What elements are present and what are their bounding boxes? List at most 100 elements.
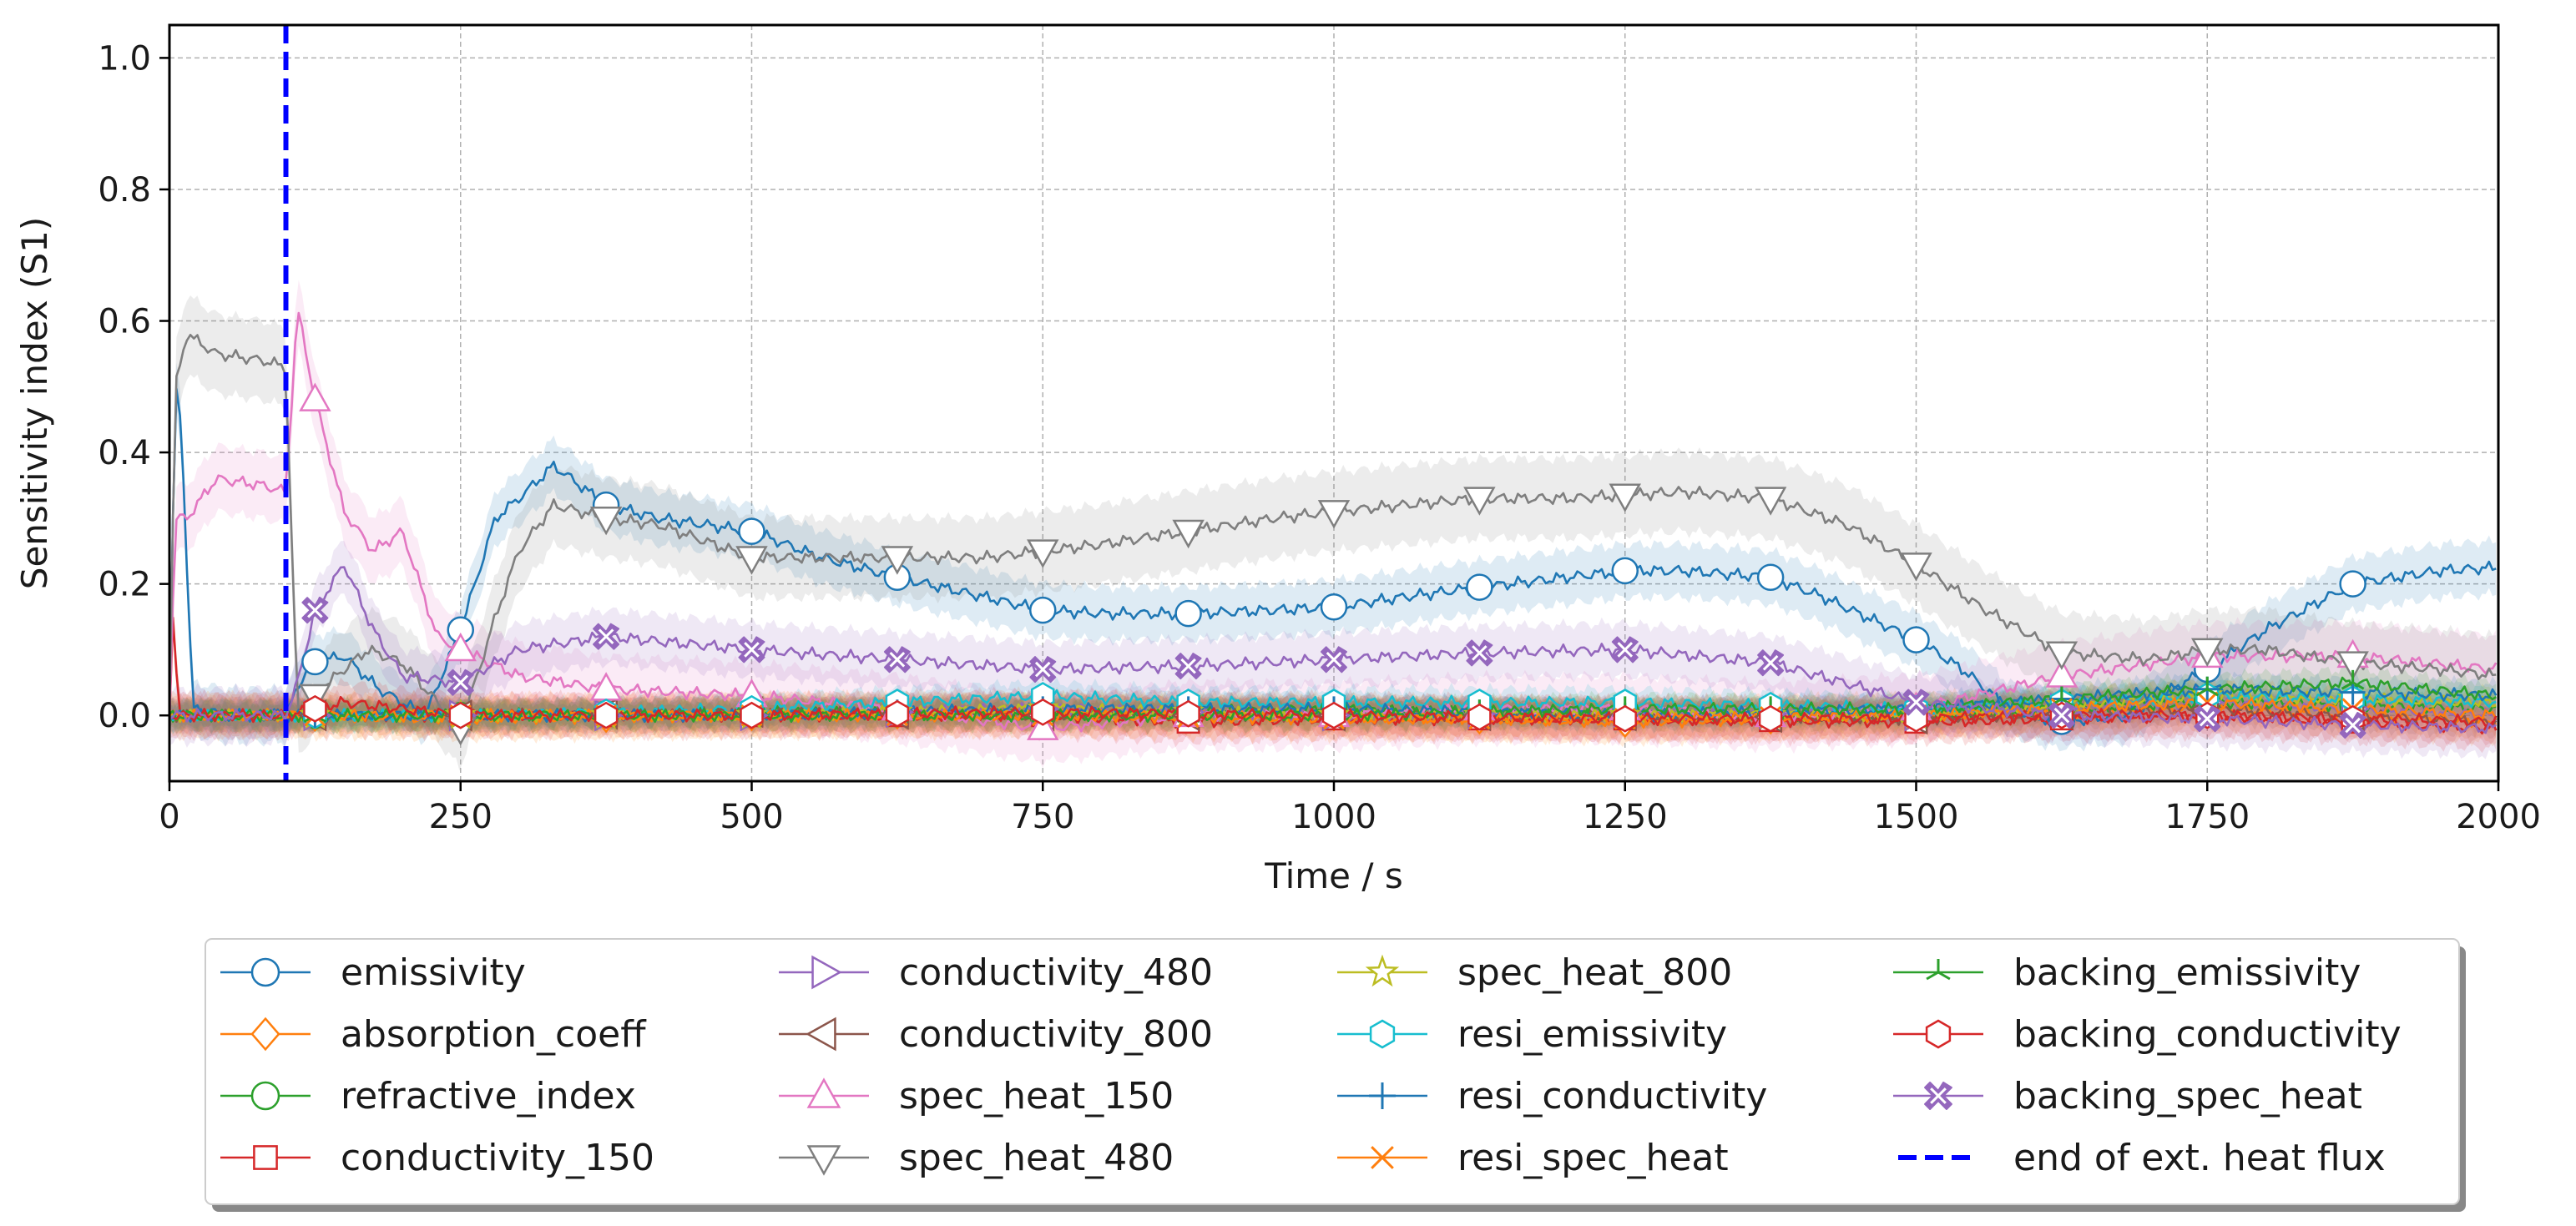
marker-emissivity xyxy=(1902,626,1930,653)
y-tick-label: 0.6 xyxy=(98,303,151,341)
marker-spec-heat-480 xyxy=(1463,487,1496,516)
marker-spec-heat-480 xyxy=(1172,519,1205,549)
marker-emissivity xyxy=(301,648,329,676)
legend-label-conductivity-150: conductivity_150 xyxy=(341,1137,654,1179)
legend-marker-backing-spec-heat-inner xyxy=(1930,1087,1947,1104)
marker-spec-heat-480 xyxy=(1900,552,1932,582)
marker-spec-heat-480 xyxy=(1027,539,1059,568)
legend-label-spec-heat-800: spec_heat_800 xyxy=(1457,951,1732,994)
x-axis-label: Time / s xyxy=(1264,855,1403,896)
legend-marker-absorption-coeff xyxy=(250,1017,280,1052)
marker-backing-spec-heat-inner xyxy=(1326,651,1342,668)
legend-marker-backing-emissivity xyxy=(1926,959,1951,981)
marker-backing-spec-heat-inner xyxy=(889,651,906,668)
legend-marker-spec-heat-150 xyxy=(806,1077,841,1108)
x-tick-label: 1250 xyxy=(1583,798,1668,836)
marker-backing-spec-heat-inner xyxy=(1908,694,1924,710)
legend-label-resi-spec-heat: resi_spec_heat xyxy=(1457,1137,1729,1179)
legend-label-end-of-ext-heat-flux: end of ext. heat flux xyxy=(2013,1137,2386,1179)
marker-spec-heat-150 xyxy=(299,382,331,411)
x-tick-label: 250 xyxy=(429,798,492,836)
marker-backing-spec-heat-inner xyxy=(452,674,469,691)
legend: emissivity absorption_coeff refractive_ind… xyxy=(205,938,2466,1212)
y-axis-label: Sensitivity index (S1) xyxy=(14,217,55,589)
marker-backing-conductivity xyxy=(448,701,472,729)
y-tick-label: 0.4 xyxy=(98,434,151,472)
marker-emissivity xyxy=(2339,570,2366,598)
marker-backing-spec-heat-inner xyxy=(2199,710,2215,727)
marker-spec-heat-480 xyxy=(1609,483,1641,512)
marker-spec-heat-150 xyxy=(444,632,477,662)
legend-marker-conductivity-150 xyxy=(253,1145,278,1170)
x-tick-label: 2000 xyxy=(2456,798,2541,836)
marker-backing-spec-heat-inner xyxy=(307,602,323,618)
legend-label-emissivity: emissivity xyxy=(341,951,526,994)
legend-label-refractive-index: refractive_index xyxy=(341,1075,636,1118)
marker-backing-spec-heat-inner xyxy=(1180,658,1196,674)
marker-backing-conductivity xyxy=(593,701,619,729)
marker-backing-spec-heat-inner xyxy=(1472,645,1488,661)
marker-backing-conductivity xyxy=(885,699,910,728)
x-tick-label: 500 xyxy=(720,798,783,836)
legend-marker-conductivity-800 xyxy=(806,1017,836,1052)
x-tick-label: 1500 xyxy=(1874,798,1959,836)
legend-label-spec-heat-480: spec_heat_480 xyxy=(899,1137,1174,1179)
x-tick-label: 750 xyxy=(1011,798,1074,836)
marker-spec-heat-480 xyxy=(2336,651,2369,680)
marker-backing-emissivity xyxy=(2195,676,2220,697)
marker-spec-heat-480 xyxy=(1754,487,1787,516)
marker-backing-spec-heat-inner xyxy=(744,642,760,658)
marker-spec-heat-480 xyxy=(2045,641,2078,670)
legend-label-absorption-coeff: absorption_coeff xyxy=(341,1013,647,1056)
legend-marker-backing-conductivity xyxy=(1925,1019,1952,1049)
legend-marker-resi-conductivity xyxy=(1369,1082,1396,1109)
marker-backing-spec-heat-inner xyxy=(2053,707,2070,724)
marker-emissivity xyxy=(1320,593,1348,621)
legend-marker-spec-heat-800 xyxy=(1365,954,1400,987)
legend-marker-conductivity-480 xyxy=(811,955,842,990)
marker-spec-heat-150 xyxy=(1027,711,1059,740)
marker-backing-spec-heat-inner xyxy=(2345,717,2361,734)
marker-emissivity xyxy=(1756,563,1785,592)
marker-backing-conductivity xyxy=(1321,701,1346,729)
marker-spec-heat-480 xyxy=(1317,500,1351,529)
legend-marker-resi-emissivity xyxy=(1369,1019,1396,1049)
legend-label-resi-conductivity: resi_conductivity xyxy=(1457,1075,1767,1118)
legend-label-conductivity-480: conductivity_480 xyxy=(899,951,1213,994)
band-emissivity xyxy=(169,362,2497,752)
y-tick-label: 0.2 xyxy=(98,566,151,604)
marker-emissivity xyxy=(1611,557,1639,585)
legend-label-resi-emissivity: resi_emissivity xyxy=(1457,1013,1727,1056)
legend-marker-spec-heat-480 xyxy=(806,1145,841,1176)
marker-backing-spec-heat-inner xyxy=(1617,642,1634,658)
legend-label-spec-heat-150: spec_heat_150 xyxy=(899,1075,1174,1118)
marker-backing-spec-heat-inner xyxy=(1034,661,1051,678)
marker-backing-conductivity xyxy=(1758,704,1783,733)
marker-emissivity xyxy=(1029,596,1057,624)
y-tick-label: 1.0 xyxy=(98,39,151,78)
marker-backing-conductivity xyxy=(303,694,327,723)
marker-spec-heat-480 xyxy=(735,546,768,575)
axis-ticks: 0 250 500 750 1000 1250 1500 1750 2000 0.0 0.2 0.4 0… xyxy=(98,39,2541,836)
marker-spec-heat-480 xyxy=(881,546,914,575)
legend-frame xyxy=(205,938,2460,1205)
marker-backing-conductivity xyxy=(1467,703,1492,731)
x-tick-label: 1000 xyxy=(1291,798,1376,836)
marker-resi-conductivity xyxy=(2340,679,2366,705)
marker-emissivity xyxy=(1466,573,1493,601)
marker-backing-spec-heat-inner xyxy=(598,628,614,644)
marker-backing-conductivity xyxy=(1176,699,1200,728)
y-tick-label: 0.8 xyxy=(98,171,151,209)
marker-backing-conductivity xyxy=(1613,704,1637,733)
marker-emissivity xyxy=(1174,599,1202,628)
marker-backing-emissivity xyxy=(2341,669,2365,690)
legend-label-backing-emissivity: backing_emissivity xyxy=(2013,951,2361,994)
x-tick-label: 0 xyxy=(159,798,179,836)
band-spec-heat-480 xyxy=(169,295,2497,771)
marker-emissivity xyxy=(738,517,765,545)
legend-label-backing-spec-heat: backing_spec_heat xyxy=(2013,1075,2362,1118)
marker-backing-spec-heat-inner xyxy=(1762,654,1779,671)
legend-marker-emissivity xyxy=(250,957,280,987)
marker-backing-conductivity xyxy=(1031,698,1055,726)
